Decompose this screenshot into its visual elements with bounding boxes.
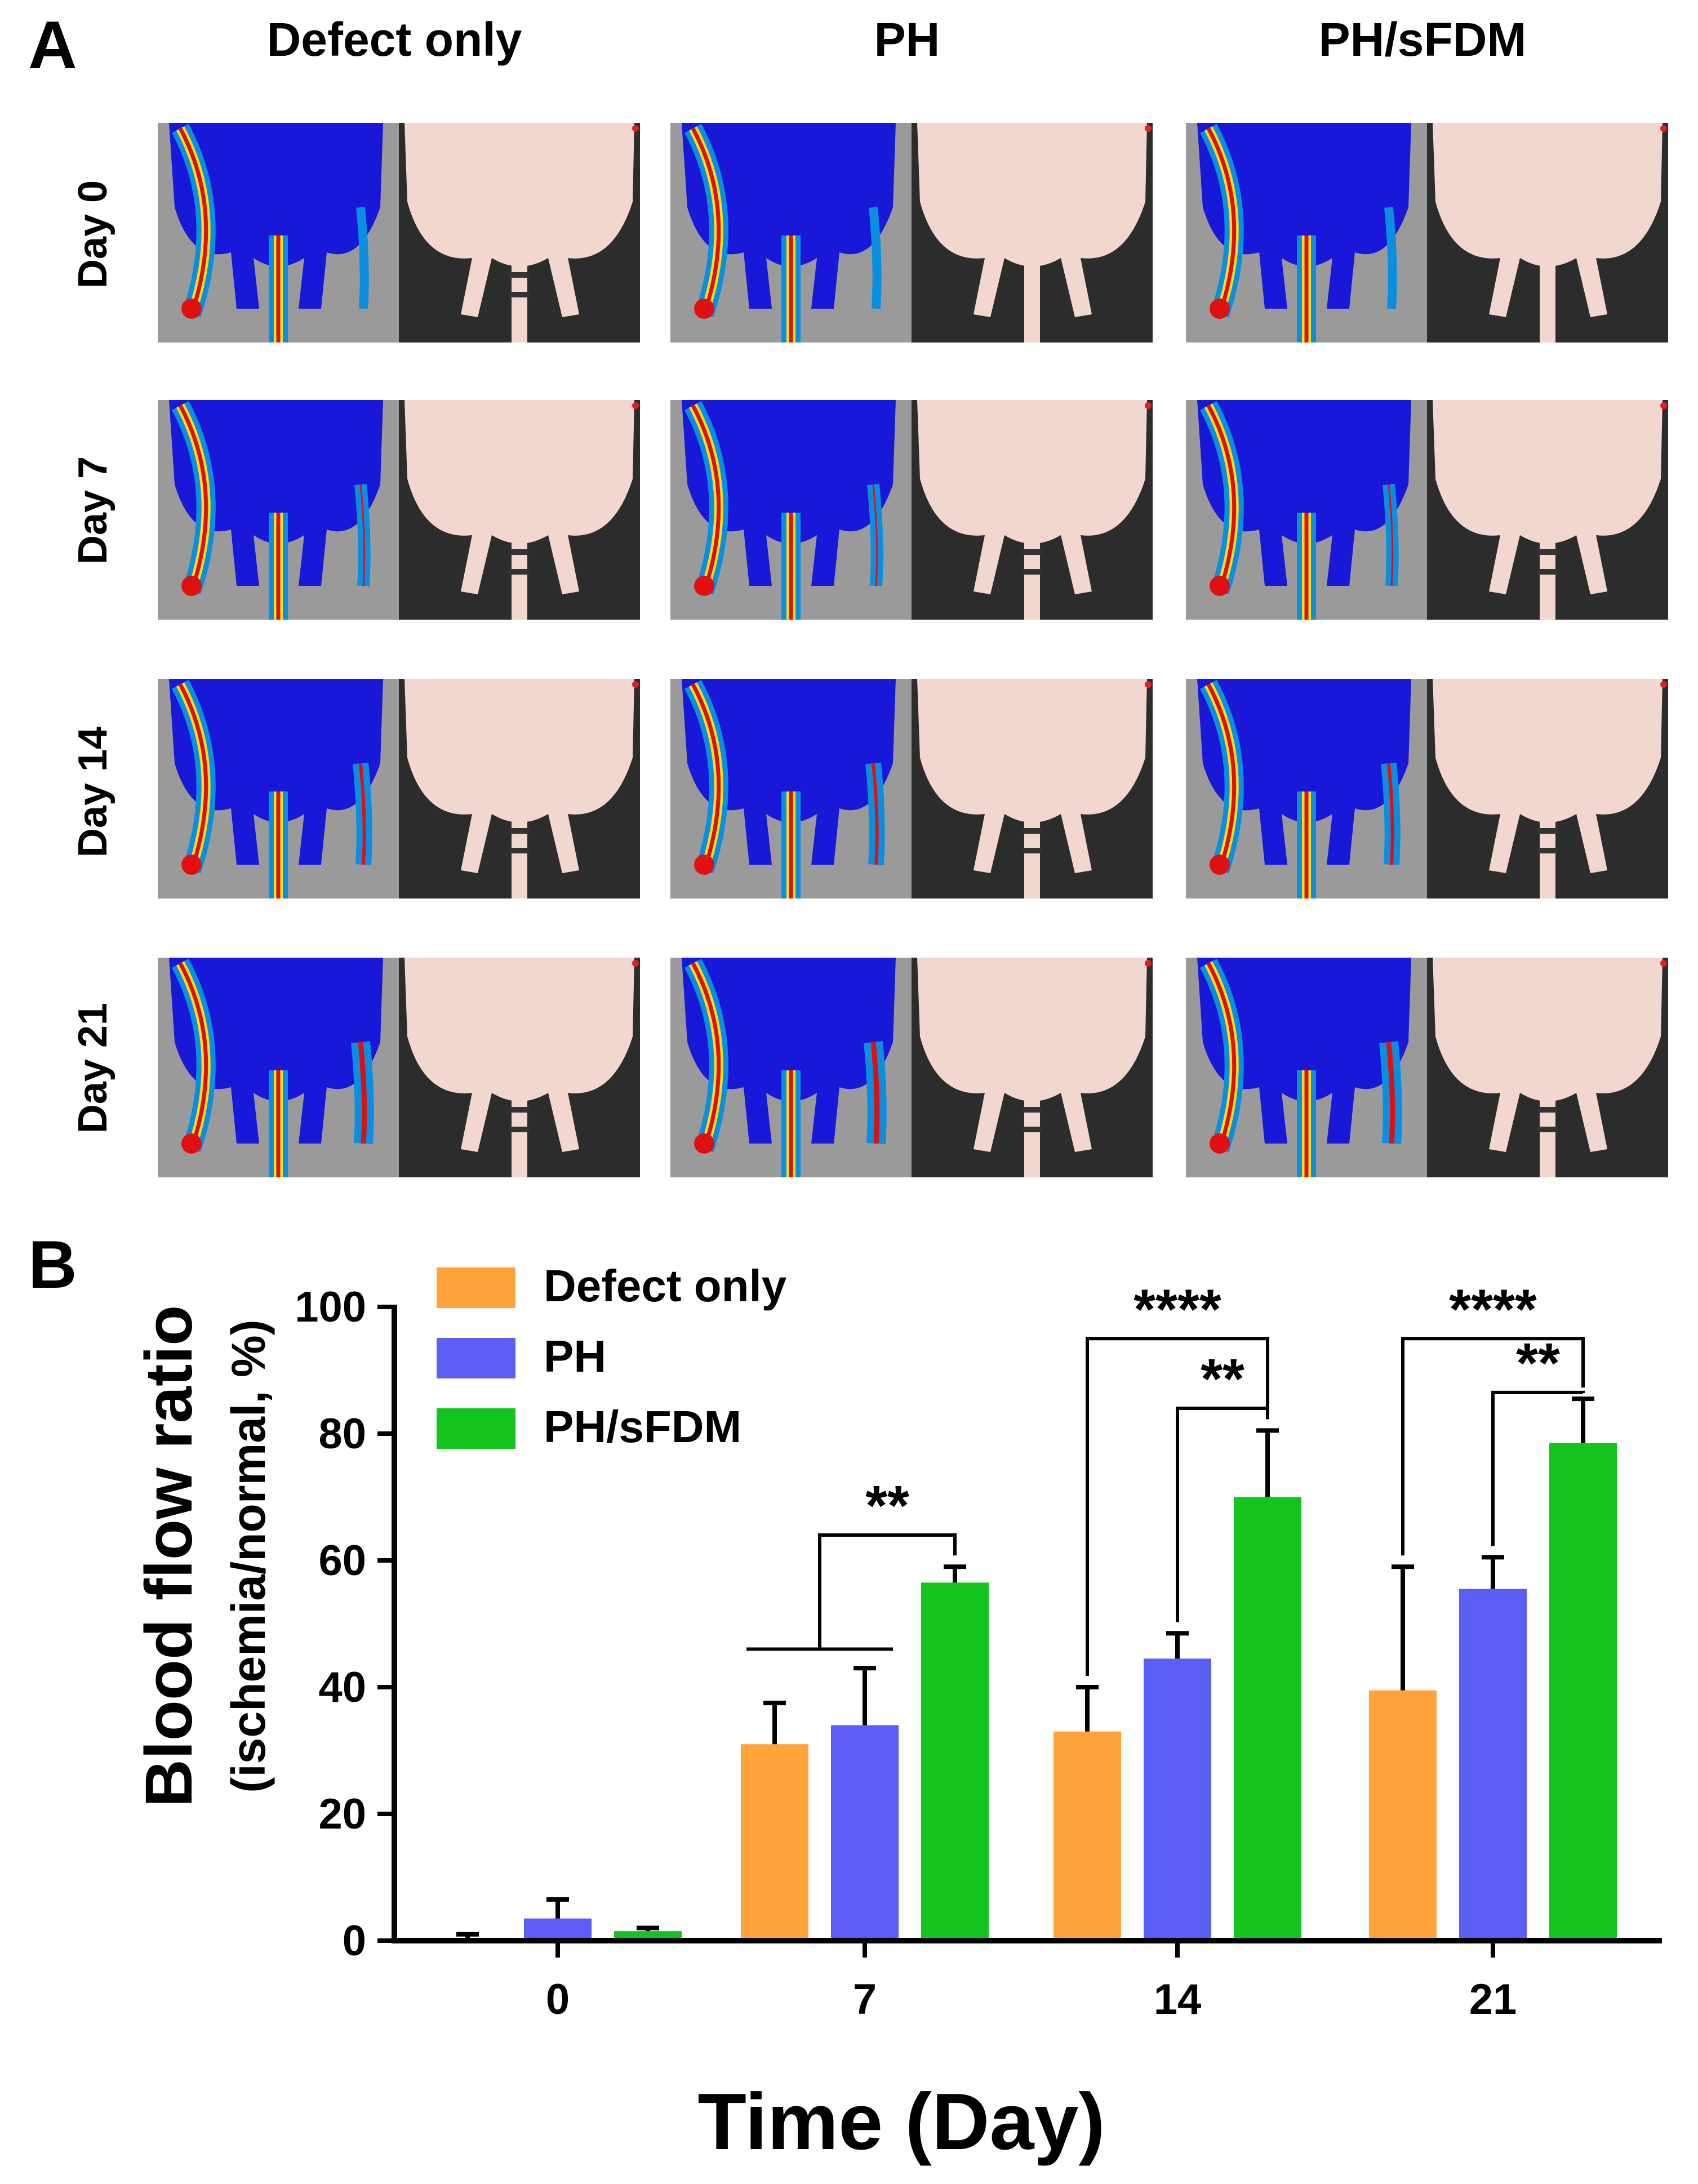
mouse-photograph bbox=[912, 679, 1153, 898]
mouse-photograph bbox=[1427, 679, 1668, 898]
y-tick-label-60: 60 bbox=[318, 1537, 366, 1585]
x-axis-title: Time (Day) bbox=[697, 2077, 1105, 2167]
y-axis-subtitle: (ischemia/normal, %) bbox=[222, 1319, 275, 1792]
sig-bracket-day-21-inner-label: ** bbox=[1516, 1332, 1560, 1395]
image-pair-ph-day-0 bbox=[670, 123, 1153, 342]
panel-a-label: A bbox=[28, 7, 77, 83]
perfusion-image bbox=[670, 123, 912, 342]
image-pair-defect-only-day-21 bbox=[158, 958, 640, 1177]
row-label-day-14: Day 14 bbox=[70, 726, 115, 858]
mouse-photograph bbox=[1427, 958, 1668, 1177]
image-pair-defect-only-day-0 bbox=[158, 123, 640, 342]
sig-bracket-day-7 bbox=[818, 1533, 957, 1649]
sig-bracket-day-7-label: ** bbox=[865, 1474, 909, 1537]
image-pair-ph-day-21 bbox=[670, 958, 1153, 1177]
x-tick-label-14: 14 bbox=[1154, 1976, 1202, 2023]
mouse-photograph bbox=[399, 400, 640, 620]
row-label-day-21: Day 21 bbox=[70, 1002, 115, 1134]
image-pair-ph-sfdm-day-21 bbox=[1186, 958, 1668, 1177]
column-header-ph-sfdm: PH/sFDM bbox=[1318, 13, 1527, 66]
column-header-defect-only: Defect only bbox=[266, 13, 522, 66]
perfusion-image bbox=[1186, 400, 1427, 620]
perfusion-image bbox=[158, 400, 399, 620]
sig-bracket-day-14-outer bbox=[1086, 1337, 1269, 1676]
x-tick-label-21: 21 bbox=[1469, 1976, 1517, 2023]
legend-swatch-ph bbox=[437, 1338, 515, 1378]
sig-bracket-day-14-inner bbox=[1176, 1407, 1269, 1622]
bar-ph-day-0 bbox=[524, 1918, 592, 1941]
x-tick-label-0: 0 bbox=[546, 1976, 570, 2023]
perfusion-image bbox=[670, 679, 912, 898]
legend-swatch-ph-sfdm bbox=[437, 1408, 515, 1449]
column-header-ph: PH bbox=[874, 13, 940, 66]
perfusion-image bbox=[158, 958, 399, 1177]
perfusion-image bbox=[158, 679, 399, 898]
legend-label-ph: PH bbox=[544, 1331, 606, 1381]
panel-b-label: B bbox=[28, 1227, 77, 1302]
bar-ph-day-14 bbox=[1144, 1658, 1211, 1941]
image-pair-ph-sfdm-day-7 bbox=[1186, 400, 1668, 620]
bar-ph-day-7 bbox=[831, 1725, 899, 1941]
y-tick-label-80: 80 bbox=[318, 1410, 366, 1458]
sig-bracket-day-21-outer-label: **** bbox=[1449, 1278, 1537, 1341]
perfusion-image bbox=[670, 958, 912, 1177]
bar-defect-only-day-7 bbox=[741, 1744, 808, 1941]
image-pair-defect-only-day-14 bbox=[158, 679, 640, 898]
legend-label-defect-only: Defect only bbox=[544, 1261, 787, 1311]
bar-defect-only-day-14 bbox=[1054, 1731, 1121, 1941]
perfusion-image bbox=[1186, 679, 1427, 898]
bar-ph-sfdm-day-7 bbox=[921, 1582, 989, 1941]
bar-ph-sfdm-day-21 bbox=[1549, 1443, 1617, 1941]
perfusion-image bbox=[1186, 958, 1427, 1177]
sig-bracket-day-14-outer-label: **** bbox=[1134, 1278, 1221, 1341]
y-tick-label-0: 0 bbox=[343, 1917, 366, 1965]
image-pair-ph-sfdm-day-14 bbox=[1186, 679, 1668, 898]
legend-swatch-defect-only bbox=[437, 1267, 515, 1308]
sig-bracket-day-21-outer bbox=[1401, 1337, 1585, 1556]
mouse-photograph bbox=[399, 123, 640, 342]
perfusion-image bbox=[1186, 123, 1427, 342]
sig-bracket-day-21-inner bbox=[1491, 1390, 1585, 1546]
mouse-photograph bbox=[399, 679, 640, 898]
bar-defect-only-day-21 bbox=[1369, 1690, 1437, 1941]
row-label-day-7: Day 7 bbox=[70, 456, 115, 565]
y-tick-label-100: 100 bbox=[295, 1283, 366, 1331]
image-pair-defect-only-day-7 bbox=[158, 400, 640, 620]
y-tick-label-40: 40 bbox=[318, 1663, 366, 1711]
legend-label-ph-sfdm: PH/sFDM bbox=[544, 1402, 741, 1452]
x-tick-label-7: 7 bbox=[853, 1976, 877, 2023]
perfusion-image bbox=[158, 123, 399, 342]
blood-flow-ratio-chart: 0 20 40 60 80 100 0 7 14 21 Time (Day) Blood flow r… bbox=[132, 1261, 1662, 2167]
mouse-photograph bbox=[912, 400, 1153, 620]
image-pair-ph-sfdm-day-0 bbox=[1186, 123, 1668, 342]
mouse-photograph bbox=[1427, 400, 1668, 620]
mouse-photograph bbox=[1427, 123, 1668, 342]
perfusion-image bbox=[670, 400, 912, 620]
image-pair-ph-day-14 bbox=[670, 679, 1153, 898]
y-axis-title: Blood flow ratio bbox=[132, 1305, 206, 1807]
image-pair-ph-day-7 bbox=[670, 400, 1153, 620]
mouse-photograph bbox=[912, 958, 1153, 1177]
sig-bracket-day-14-inner-label: ** bbox=[1201, 1347, 1244, 1411]
mouse-photograph bbox=[912, 123, 1153, 342]
bar-ph-sfdm-day-14 bbox=[1234, 1497, 1301, 1941]
y-tick-label-20: 20 bbox=[318, 1790, 366, 1838]
bar-ph-day-21 bbox=[1459, 1589, 1527, 1941]
mouse-photograph bbox=[399, 958, 640, 1177]
row-label-day-0: Day 0 bbox=[70, 180, 115, 289]
